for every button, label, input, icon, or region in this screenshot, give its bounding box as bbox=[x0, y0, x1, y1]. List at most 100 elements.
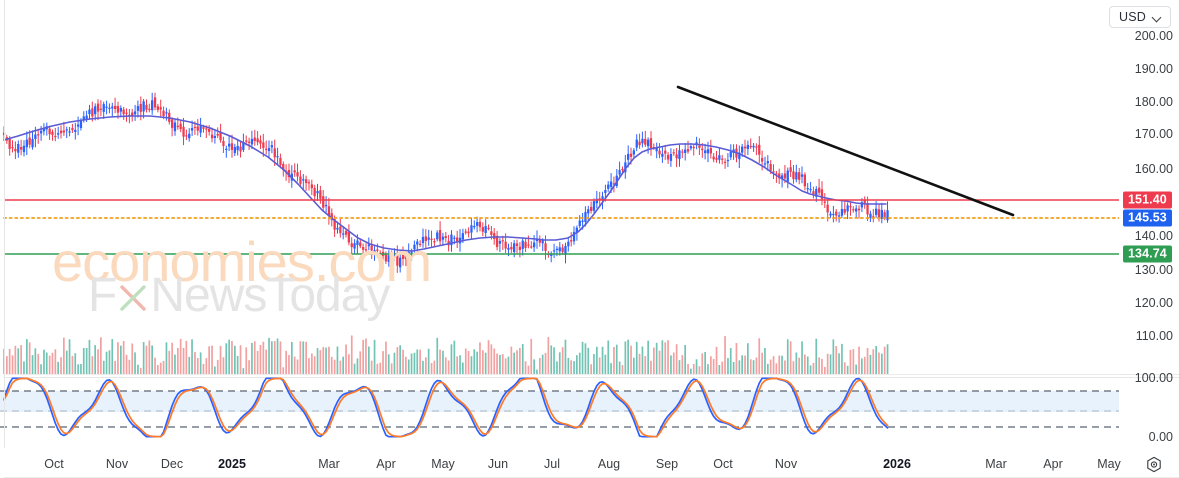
volume-bar bbox=[718, 365, 721, 374]
volume-bars bbox=[3, 335, 889, 374]
candle-body bbox=[809, 189, 812, 191]
volume-bar bbox=[761, 352, 763, 374]
volume-bar bbox=[781, 355, 783, 374]
candle-body bbox=[265, 148, 268, 150]
support-price-badge[interactable]: 134.74 bbox=[1123, 245, 1172, 263]
price-axis-volume-separator bbox=[1119, 374, 1179, 375]
volume-bar bbox=[28, 342, 31, 374]
volume-bar bbox=[88, 339, 91, 374]
volume-bar bbox=[159, 362, 162, 374]
candle-body bbox=[219, 132, 222, 141]
candle-body bbox=[302, 179, 305, 181]
volume-bar bbox=[826, 353, 829, 374]
candle-body bbox=[866, 203, 869, 215]
currency-selector-dropdown[interactable]: USD bbox=[1109, 6, 1171, 28]
candle-body bbox=[62, 130, 65, 133]
volume-bar bbox=[764, 348, 766, 374]
candle-body bbox=[476, 222, 479, 226]
volume-bar bbox=[68, 339, 71, 374]
candle-body bbox=[484, 226, 487, 233]
candle-body bbox=[48, 128, 51, 135]
volume-bar bbox=[866, 348, 869, 374]
price-axis-tick: 160.00 bbox=[1134, 162, 1173, 176]
last-price-badge[interactable]: 145.53 bbox=[1123, 209, 1172, 227]
volume-bar bbox=[34, 348, 37, 374]
price-axis-oscillator-separator bbox=[1119, 377, 1179, 378]
candle-body bbox=[438, 230, 442, 242]
candle-body bbox=[761, 158, 764, 162]
chart-plot-area[interactable] bbox=[0, 0, 1119, 448]
candle-body bbox=[493, 233, 496, 239]
candle-body bbox=[441, 236, 445, 240]
candle-body bbox=[421, 236, 425, 243]
volume-bar bbox=[293, 356, 296, 374]
candle-body bbox=[190, 128, 194, 131]
time-axis[interactable]: Oct Nov Dec 2025 Mar Apr May Jun Jul Aug Sep Oct Nov… bbox=[0, 448, 1179, 478]
candle-body bbox=[877, 209, 881, 218]
candle-body bbox=[632, 150, 635, 155]
volume-bar bbox=[11, 355, 14, 374]
volume-bar bbox=[883, 346, 886, 374]
candle-body bbox=[108, 107, 111, 109]
volume-bar bbox=[117, 342, 119, 374]
volume-bar bbox=[6, 356, 8, 374]
volume-bar bbox=[128, 359, 131, 374]
candle-body bbox=[185, 135, 188, 137]
volume-bar bbox=[476, 351, 478, 374]
candle-body bbox=[544, 243, 547, 251]
stochastic-d-line bbox=[3, 377, 889, 438]
candle-body bbox=[313, 188, 316, 197]
volume-bar bbox=[832, 339, 835, 374]
time-axis-tick: Aug bbox=[597, 457, 621, 471]
candle-body bbox=[396, 253, 399, 266]
resistance-price-badge[interactable]: 151.40 bbox=[1123, 191, 1172, 209]
volume-bar bbox=[701, 353, 704, 374]
volume-bar bbox=[815, 338, 818, 374]
volume-bar bbox=[339, 360, 342, 374]
volume-bar bbox=[211, 345, 213, 374]
candle-body bbox=[609, 181, 613, 187]
volume-bar bbox=[185, 340, 188, 374]
candle-body bbox=[384, 254, 388, 262]
candle-body bbox=[792, 171, 795, 180]
volume-bar bbox=[630, 345, 632, 374]
candle-body bbox=[453, 237, 456, 239]
candle-body bbox=[119, 108, 122, 112]
candle-body bbox=[79, 121, 83, 128]
volume-bar bbox=[407, 359, 410, 374]
candle-body bbox=[712, 156, 715, 160]
candle-body bbox=[855, 208, 858, 212]
candle-body bbox=[872, 216, 875, 218]
candle-body bbox=[213, 136, 216, 138]
volume-bar bbox=[624, 341, 627, 374]
candle-body bbox=[230, 143, 234, 150]
candle-body bbox=[316, 191, 319, 194]
candle-body bbox=[245, 140, 248, 142]
volume-bar bbox=[627, 339, 629, 374]
candle-body bbox=[20, 147, 23, 150]
candle-body bbox=[698, 145, 701, 148]
volume-bar bbox=[556, 361, 558, 374]
volume-bar bbox=[593, 354, 595, 374]
candle-body bbox=[339, 226, 342, 234]
volume-bar bbox=[578, 352, 581, 374]
volume-bar bbox=[558, 352, 561, 374]
candle-body bbox=[76, 124, 80, 127]
price-axis[interactable]: 200.00 190.00 180.00 170.00 160.00 140.00 130.… bbox=[1119, 0, 1179, 448]
volume-bar bbox=[382, 351, 384, 374]
volume-bar bbox=[678, 360, 681, 374]
candle-body bbox=[758, 144, 761, 155]
volume-bar bbox=[499, 354, 501, 374]
descending-trendline[interactable] bbox=[676, 85, 1015, 217]
volume-bar bbox=[490, 344, 493, 374]
candle-body bbox=[726, 159, 730, 162]
candle-body bbox=[772, 171, 775, 173]
target-settings-icon[interactable] bbox=[1145, 456, 1163, 474]
volume-bar bbox=[721, 361, 724, 374]
volume-bar bbox=[139, 367, 142, 374]
candle-body bbox=[721, 158, 724, 160]
candle-body bbox=[236, 145, 239, 151]
moving-average-line bbox=[3, 115, 887, 252]
volume-bar bbox=[416, 349, 419, 374]
time-axis-tick: Nov bbox=[105, 457, 129, 471]
